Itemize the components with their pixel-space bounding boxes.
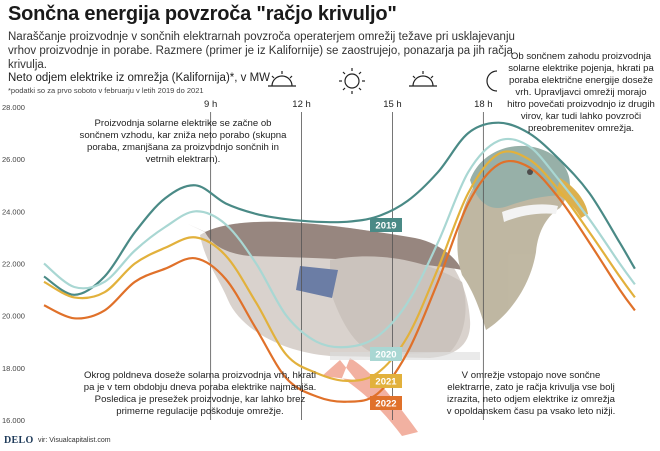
x-tick-label: 15 h <box>383 99 402 110</box>
annotation-evening: Ob sončnem zahodu proizvodnja solarne el… <box>507 51 655 134</box>
duck-collar <box>502 204 558 222</box>
series-label-box-2022 <box>370 396 402 410</box>
chart-title: Neto odjem elektrike iz omrežja (Kalifor… <box>8 72 271 84</box>
source-credit: vir: Visualcapitalist.com <box>38 437 111 444</box>
sunset-icon <box>409 71 437 87</box>
annotation-morning: Proizvodnja solarne elektrike se začne o… <box>79 118 287 165</box>
duck-back <box>205 221 462 270</box>
delo-logo: DELO <box>4 435 34 446</box>
series-line-2020 <box>43 137 636 349</box>
chart-footnote: *podatki so za prvo soboto v februarju v… <box>8 86 204 95</box>
annotation-overgeneration: V omrežje vstopajo nove sončne elektrarn… <box>446 370 616 417</box>
series-label-box-2019 <box>370 218 402 232</box>
duck-tail <box>188 224 214 236</box>
series-label-2022: 2022 <box>375 399 396 410</box>
y-tick-label: 18.000 <box>2 364 25 373</box>
series-label-box-2021 <box>370 374 402 388</box>
y-tick-label: 26.000 <box>2 155 25 164</box>
series-line-2022 <box>43 159 636 403</box>
duck-eye <box>527 169 533 175</box>
y-tick-label: 24.000 <box>2 207 25 216</box>
moon-icon <box>486 70 498 92</box>
series-label-2019: 2019 <box>375 221 396 232</box>
y-tick-label: 20.000 <box>2 312 25 321</box>
y-tick-label: 28.000 <box>2 103 25 112</box>
annotation-noon: Okrog poldneva doseže solarna proizvodnj… <box>83 370 317 417</box>
series-label-2021: 2021 <box>375 377 397 388</box>
x-tick-label: 12 h <box>292 99 311 110</box>
subtitle: Naraščanje proizvodnje v sončnih elektra… <box>8 31 515 71</box>
sunrise-icon <box>268 71 296 87</box>
y-tick-label: 16.000 <box>2 416 25 425</box>
x-tick-label: 9 h <box>204 99 217 110</box>
y-tick-label: 22.000 <box>2 260 25 269</box>
series-line-2021 <box>43 150 636 382</box>
duck-wing-speculum <box>296 266 338 298</box>
series-line-2019 <box>43 121 636 296</box>
sun-icon <box>339 68 365 94</box>
page-title: Sončna energija povzroča "račjo krivuljo… <box>8 3 397 25</box>
series-label-box-2020 <box>370 347 402 361</box>
series-label-2020: 2020 <box>375 350 396 361</box>
x-tick-label: 18 h <box>474 99 493 110</box>
